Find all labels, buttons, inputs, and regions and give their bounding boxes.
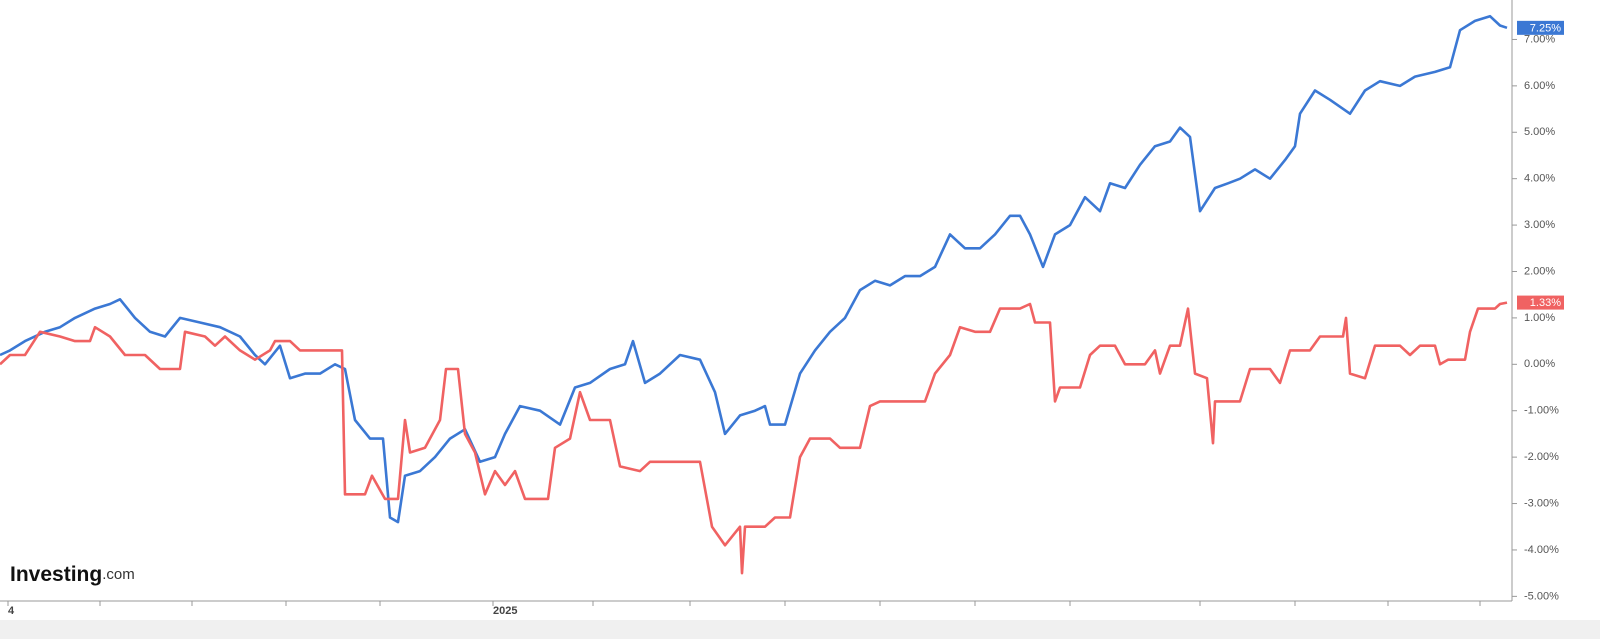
- y-tick-label: -4.00%: [1524, 544, 1559, 556]
- y-tick-label: 6.00%: [1524, 80, 1555, 92]
- end-label-badge: [1517, 20, 1564, 35]
- x-tick-label: 2025: [493, 605, 517, 617]
- scroll-strip: [0, 620, 1600, 639]
- y-tick-label: 7.00%: [1524, 33, 1555, 45]
- logo-suffix: .com: [102, 566, 135, 583]
- y-tick-label: 4.00%: [1524, 173, 1555, 185]
- y-tick-label: -2.00%: [1524, 451, 1559, 463]
- logo: Investing.com: [10, 563, 135, 586]
- y-tick-label: 0.00%: [1524, 358, 1555, 370]
- end-label: 1.33%: [1530, 297, 1561, 309]
- y-tick-label: -1.00%: [1524, 405, 1559, 417]
- logo-brand: Investing: [10, 563, 102, 586]
- y-tick-label: 5.00%: [1524, 126, 1555, 138]
- y-tick-label: 3.00%: [1524, 219, 1555, 231]
- y-tick-label: 2.00%: [1524, 265, 1555, 277]
- end-label: 7.25%: [1530, 22, 1561, 34]
- x-tick-label: 4: [8, 605, 15, 617]
- y-tick-label: -5.00%: [1524, 590, 1559, 602]
- y-tick-label: -3.00%: [1524, 497, 1559, 509]
- y-tick-label: 1.00%: [1524, 312, 1555, 324]
- series-line: [0, 301, 1508, 575]
- series-line: [0, 14, 1508, 524]
- end-label-badge: [1517, 295, 1564, 310]
